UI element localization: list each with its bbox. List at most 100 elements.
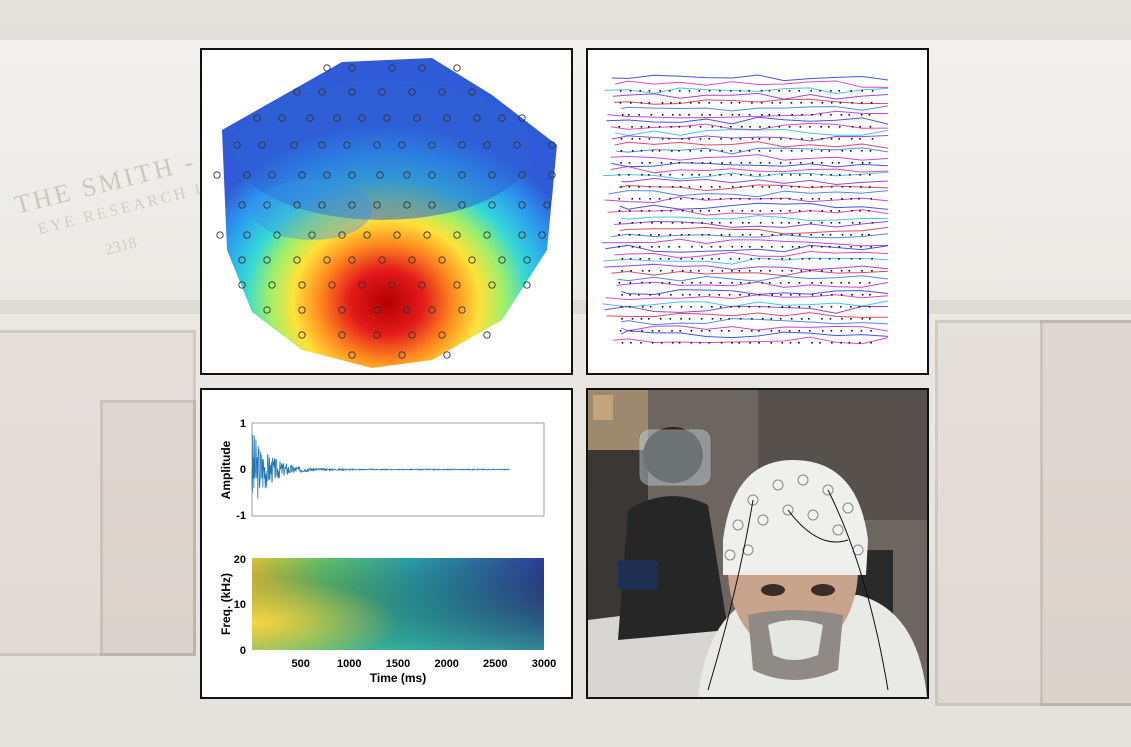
text-letter-dot: [820, 186, 823, 188]
text-letter-dot: [859, 126, 862, 128]
text-letter-dot: [798, 186, 800, 188]
text-letter-dot: [651, 222, 653, 224]
text-letter-dot: [811, 102, 813, 104]
electrode-marker: [263, 306, 271, 314]
text-letter-dot: [870, 198, 873, 200]
text-letter-dot: [770, 342, 773, 344]
text-letter-dot: [751, 102, 753, 104]
text-letter-dot: [641, 306, 644, 308]
text-letter-dot: [860, 330, 863, 332]
text-letter-dot: [669, 306, 671, 308]
text-letter-dot: [820, 174, 823, 176]
eeg-topography-heatmap-icon: [213, 58, 557, 368]
text-letter-dot: [760, 102, 763, 104]
electrode-marker: [343, 141, 351, 149]
electrode-marker: [438, 88, 446, 96]
electrode-marker: [233, 141, 241, 149]
text-letter-dot: [638, 246, 641, 248]
text-letter-dot: [838, 138, 840, 140]
text-letter-dot: [798, 282, 801, 284]
electrode-marker: [293, 88, 301, 96]
text-letter-dot: [850, 150, 852, 152]
text-letter-dot: [731, 342, 733, 344]
text-letter-dot: [739, 138, 742, 140]
text-letter-dot: [699, 210, 702, 212]
gaze-trace-line: [611, 233, 889, 239]
text-letter-dot: [790, 186, 793, 188]
electrode-marker: [273, 231, 281, 239]
gaze-trace-line: [614, 221, 889, 228]
time-tick-label: 1000: [337, 658, 361, 670]
text-letter-dot: [779, 162, 782, 164]
text-letter-dot: [729, 162, 732, 164]
gaze-trace-line: [607, 110, 889, 119]
text-letter-dot: [691, 162, 693, 164]
text-letter-dot: [708, 90, 711, 92]
text-letter-dot: [820, 246, 823, 248]
electrode-marker: [213, 171, 221, 179]
text-letter-dot: [678, 90, 681, 92]
text-letter-dot: [841, 198, 843, 200]
text-letter-dot: [841, 150, 844, 152]
gaze-trace-line: [610, 154, 889, 161]
electrode-marker: [376, 171, 384, 179]
electrode-marker: [393, 231, 401, 239]
gaze-trace-line: [612, 92, 889, 100]
text-letter-dot: [731, 114, 734, 116]
electrode-marker: [238, 201, 246, 209]
text-letter-dot: [770, 318, 773, 320]
text-letter-dot: [730, 126, 732, 128]
text-letter-dot: [720, 102, 723, 104]
text-letter-dot: [748, 198, 751, 200]
text-letter-dot: [829, 234, 832, 236]
text-letter-dot: [759, 210, 762, 212]
text-letter-dot: [630, 330, 633, 332]
electrode-marker: [383, 114, 391, 122]
text-letter-dot: [781, 306, 784, 308]
text-letter-dot: [670, 294, 672, 296]
gaze-trace-line: [621, 215, 889, 222]
text-letter-dot: [800, 198, 803, 200]
text-letter-dot: [728, 330, 730, 332]
text-letter-dot: [659, 174, 662, 176]
text-letter-dot: [719, 282, 722, 284]
text-letter-dot: [751, 186, 754, 188]
time-tick-label: 3000: [532, 658, 556, 670]
electrode-marker: [498, 114, 506, 122]
text-letter-dot: [681, 222, 684, 224]
electrode-marker: [513, 141, 521, 149]
text-letter-dot: [641, 330, 643, 332]
text-letter-dot: [758, 138, 761, 140]
text-letter-dot: [728, 294, 731, 296]
text-letter-dot: [739, 186, 742, 188]
text-letter-dot: [861, 234, 863, 236]
time-tick-label: 2500: [483, 658, 507, 670]
text-letter-dot: [749, 342, 751, 344]
text-letter-dot: [698, 174, 700, 176]
text-letter-dot: [769, 270, 771, 272]
text-letter-dot: [651, 246, 653, 248]
text-letter-dot: [620, 150, 623, 152]
text-letter-dot: [858, 222, 861, 224]
electrode-marker: [308, 231, 316, 239]
electrode-marker: [318, 141, 326, 149]
text-letter-dot: [830, 90, 832, 92]
text-letter-dot: [689, 126, 691, 128]
text-letter-dot: [629, 90, 632, 92]
text-letter-dot: [681, 294, 684, 296]
electrode-marker: [348, 351, 356, 359]
text-letter-dot: [631, 198, 634, 200]
text-letter-dot: [820, 282, 822, 284]
text-letter-dot: [798, 174, 801, 176]
electrode-marker: [523, 281, 531, 289]
text-letter-dot: [861, 162, 864, 164]
text-letter-dot: [638, 186, 640, 188]
text-letter-dot: [790, 294, 792, 296]
electrode-marker: [428, 201, 436, 209]
text-letter-dot: [720, 114, 723, 116]
text-letter-dot: [661, 282, 664, 284]
text-letter-dot: [691, 222, 694, 224]
text-letter-dot: [730, 174, 733, 176]
electrode-marker: [438, 331, 446, 339]
text-letter-dot: [738, 306, 740, 308]
